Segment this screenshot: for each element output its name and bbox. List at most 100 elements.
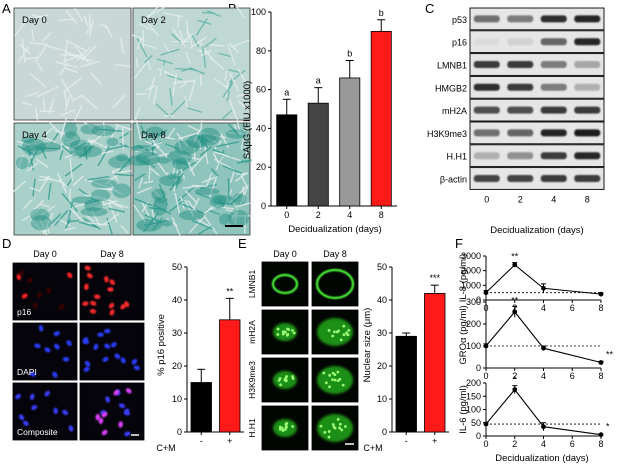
- cell-streak: [17, 145, 34, 155]
- stain-blot: [69, 139, 92, 157]
- cell-streak: [69, 207, 84, 222]
- cell-streak: [225, 80, 229, 99]
- chromatin-focus: [281, 332, 285, 336]
- nucleus: [95, 413, 100, 421]
- cell-streak: [35, 44, 48, 62]
- y-tick-label: 0: [177, 427, 182, 437]
- x-tick-label: 0: [483, 371, 488, 381]
- stain-blot: [127, 155, 151, 166]
- nucleus: [46, 287, 52, 294]
- cell-streak: [138, 177, 144, 189]
- chromatin-focus: [278, 427, 282, 431]
- blot-band: [473, 83, 500, 91]
- cell-streak: [35, 158, 49, 169]
- bar: [424, 292, 446, 433]
- image-row-label: p16: [17, 307, 31, 317]
- cell-streak: [189, 36, 208, 50]
- data-point: [512, 387, 518, 393]
- cell-streak: [171, 33, 182, 43]
- nucleus: [110, 342, 117, 348]
- stain-blot: [157, 157, 170, 164]
- cell-streak: [185, 158, 196, 177]
- cell-streak: [142, 213, 159, 233]
- cell-streak: [228, 186, 247, 204]
- stain-blot: [130, 145, 156, 152]
- nucleus: [84, 360, 91, 367]
- cell-streak: [187, 124, 205, 135]
- cell-streak: [84, 199, 100, 205]
- cell-streak: [217, 198, 225, 207]
- cell-streak: [87, 222, 109, 226]
- x-tick-label: 4: [347, 210, 352, 220]
- chromatin-focus: [339, 338, 343, 342]
- nucleus-rim: [271, 273, 299, 295]
- cell-streak: [222, 165, 242, 174]
- significance-stars: **: [511, 252, 519, 262]
- cell-streak: [11, 180, 27, 194]
- cell-streak: [64, 67, 78, 74]
- chromatin-focus: [336, 370, 340, 374]
- y-tick-label: 0: [476, 295, 481, 305]
- nucleus: [102, 356, 109, 362]
- cell-streak: [135, 57, 139, 68]
- chromatin-focus: [333, 378, 337, 382]
- cell-streak: [39, 203, 50, 208]
- cell-streak: [195, 217, 212, 229]
- nucleus: [21, 293, 28, 299]
- cell-streak: [156, 58, 173, 65]
- cell-streak: [83, 15, 89, 27]
- cell-streak: [185, 51, 192, 64]
- image-row-label: H3K9me3: [247, 361, 257, 399]
- nucleus: [67, 272, 73, 279]
- chromatin-focus: [333, 426, 337, 430]
- blot-strip: [469, 53, 605, 76]
- cell-streak: [66, 200, 74, 224]
- blot-band: [507, 152, 534, 160]
- stain-blot: [91, 189, 111, 202]
- cell-streak: [222, 81, 234, 98]
- cell-streak: [64, 94, 71, 111]
- cell-streak: [178, 30, 184, 41]
- cell-streak: [119, 37, 125, 55]
- bar: [307, 102, 329, 207]
- panel-d-xlabel: C+M: [156, 443, 175, 453]
- panel-label-c: C: [425, 1, 434, 16]
- cell-streak: [154, 204, 171, 215]
- stain-blot: [74, 145, 103, 158]
- cell-streak: [116, 156, 133, 175]
- chromatin-focus: [281, 429, 285, 432]
- nucleus: [34, 343, 41, 349]
- cell-streak: [136, 186, 152, 195]
- blot-band: [540, 106, 567, 114]
- image-column-label: Day 8: [100, 249, 124, 259]
- cell-streak: [19, 43, 31, 55]
- nucleus: [109, 309, 115, 316]
- chromatin-focus: [341, 383, 345, 387]
- cell-streak: [59, 62, 68, 76]
- cell-streak: [64, 149, 84, 159]
- cell-streak: [157, 162, 171, 179]
- y-tick-label: 200: [466, 378, 481, 388]
- stain-blot: [29, 208, 50, 221]
- cell-streak: [207, 43, 225, 47]
- nucleus: [120, 303, 126, 310]
- nucleus: [54, 343, 60, 350]
- bar: [395, 335, 417, 433]
- blot-band: [507, 38, 534, 46]
- cell-streak: [20, 101, 32, 106]
- cell-streak: [174, 67, 196, 71]
- cell-streak: [72, 104, 83, 126]
- cell-streak: [110, 125, 119, 138]
- data-point: [541, 345, 546, 351]
- panel-d-images: Day 0 Day 8 p16 DAPI Composite: [12, 249, 145, 441]
- panel-a-micrographs: Day 0 Day 2 Day 4 Day 8: [11, 4, 255, 236]
- blot-strip: [469, 30, 605, 54]
- fluorescence-tile: [79, 322, 145, 381]
- significance-stars: **: [606, 350, 614, 360]
- cell-streak: [180, 154, 200, 161]
- cell-streak: [136, 38, 142, 50]
- nucleus: [93, 343, 99, 350]
- cell-streak: [69, 158, 74, 182]
- cell-streak: [22, 199, 33, 210]
- cell-streak: [137, 144, 150, 152]
